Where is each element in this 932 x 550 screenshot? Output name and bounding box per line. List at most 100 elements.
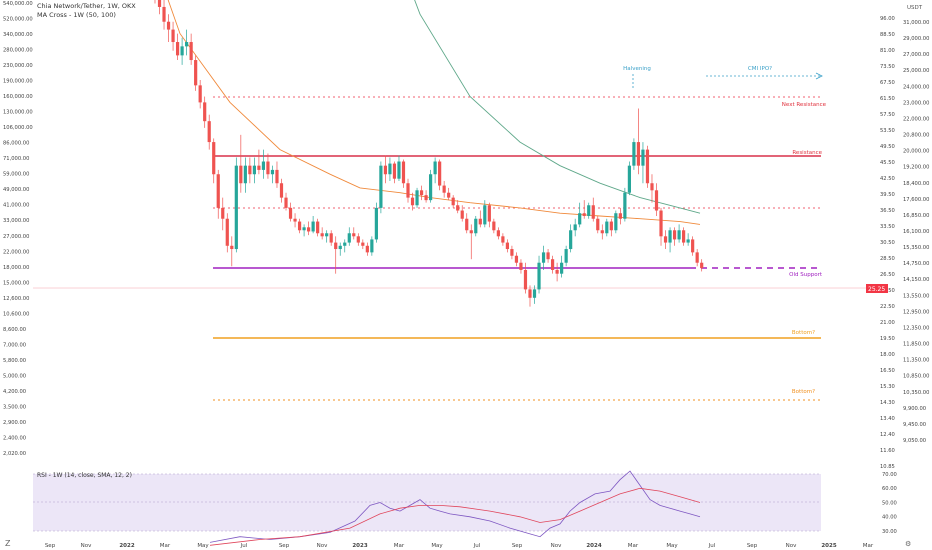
right-tick-label: 49.50 <box>880 144 895 150</box>
candle-body <box>578 213 582 225</box>
candle-body <box>175 42 180 56</box>
candle-body <box>180 46 184 56</box>
left-tick-label: 2,900.00 <box>3 420 26 426</box>
candle-body <box>546 252 550 260</box>
candle-body <box>591 205 595 219</box>
candle-body <box>519 262 523 270</box>
candle-body <box>587 205 591 216</box>
currency-label: USDT <box>907 5 923 11</box>
right-tick-label: 33.50 <box>880 224 895 230</box>
far-right-tick-label: 16,100.00 <box>903 229 929 235</box>
candle-body <box>279 183 284 198</box>
scale-settings-icon[interactable]: ⚙ <box>905 540 911 548</box>
candle-body <box>334 242 338 250</box>
x-tick-label: Sep <box>45 543 56 549</box>
candle-body <box>505 242 510 250</box>
annotation-label: Resistance <box>792 150 822 156</box>
candle-body <box>329 233 333 243</box>
x-tick-label: May <box>431 543 443 549</box>
candle-body <box>288 207 293 219</box>
candle-body <box>257 165 261 170</box>
candle-body <box>166 21 171 30</box>
left-tick-label: 41,000.00 <box>3 203 29 209</box>
right-tick-label: 22.50 <box>880 304 895 310</box>
candle-body <box>383 165 388 175</box>
candle-body <box>523 269 528 290</box>
candle-body <box>555 269 559 274</box>
annotation-label: Bottom? <box>792 330 815 336</box>
x-tick-label: 2025 <box>821 543 836 549</box>
left-tick-label: 86,000.00 <box>3 141 29 147</box>
candle-body <box>442 185 446 193</box>
annotation-label: Halvening <box>623 66 651 72</box>
candle-body <box>632 142 636 166</box>
x-tick-label: 2022 <box>119 543 134 549</box>
candle-body <box>216 174 220 208</box>
left-tick-label: 8,600.00 <box>3 327 26 333</box>
candle-body <box>189 42 193 61</box>
candle-body <box>230 245 234 250</box>
left-tick-label: 280,000.00 <box>3 48 33 54</box>
left-tick-label: 106,000.00 <box>3 125 33 131</box>
left-tick-label: 59,000.00 <box>3 172 29 178</box>
candle-body <box>293 218 297 222</box>
candle-body <box>365 245 369 253</box>
left-tick-label: 12,600.00 <box>3 296 29 302</box>
candle-body <box>447 192 451 198</box>
candle-body <box>460 210 464 219</box>
x-axis: Sep Nov 2022 Mar May Jul Sep Nov 2023 Mar May Jul Se… <box>45 543 874 549</box>
far-right-tick-label: 9,050.00 <box>903 438 926 444</box>
x-tick-label: Nov <box>81 543 92 549</box>
candle-body <box>541 252 546 263</box>
rsi-line <box>209 470 701 543</box>
x-tick-label: May <box>666 543 678 549</box>
candle-body <box>392 163 397 179</box>
right-tick-label: 13.40 <box>880 416 895 422</box>
candle-body <box>605 221 609 234</box>
cmi-ipo-arrowhead <box>815 72 823 80</box>
candle-body <box>645 149 650 184</box>
far-right-tick-label: 22,000.00 <box>903 116 929 122</box>
far-right-tick-label: 20,800.00 <box>903 133 929 139</box>
candle-body <box>700 262 704 269</box>
left-tick-label: 10,600.00 <box>3 311 29 317</box>
candle-body <box>636 142 641 166</box>
far-right-tick-label: 10,850.00 <box>903 374 929 380</box>
candle-body <box>171 29 175 43</box>
x-tick-label: Jul <box>473 543 481 549</box>
left-tick-label: 230,000.00 <box>3 63 33 69</box>
left-tick-label: 33,000.00 <box>3 218 29 224</box>
candle-body <box>528 289 532 298</box>
candle-body <box>433 161 437 175</box>
left-tick-label: 71,000.00 <box>3 156 29 162</box>
rsi-tick-label: 70.00 <box>882 472 897 478</box>
candle-body <box>316 221 320 234</box>
right-price-axis: 96.00 88.50 81.00 73.50 67.50 61.50 57.50 53.50… <box>880 16 895 470</box>
candle-body <box>537 262 541 290</box>
right-tick-label: 10.85 <box>880 464 895 470</box>
x-tick-label: 2024 <box>586 543 601 549</box>
x-tick-label: Jul <box>708 543 716 549</box>
candle-body <box>618 213 622 219</box>
left-tick-label: 5,800.00 <box>3 358 26 364</box>
left-tick-label: 2,400.00 <box>3 435 26 441</box>
rsi-tick-label: 60.00 <box>882 486 897 492</box>
left-tick-label: 15,000.00 <box>3 280 29 286</box>
candle-body <box>672 230 677 240</box>
candle-body <box>496 230 500 237</box>
rsi-panel: 70.00 60.00 50.00 40.00 30.00 <box>33 472 897 535</box>
left-tick-label: 190,000.00 <box>3 79 33 85</box>
candle-body <box>302 227 306 231</box>
x-tick-label: Sep <box>747 543 758 549</box>
candle-body <box>428 174 433 201</box>
candle-body <box>596 218 600 231</box>
candle-body <box>162 6 166 22</box>
right-tick-label: 36.50 <box>880 208 895 214</box>
candle-body <box>266 161 270 175</box>
timezone-icon[interactable]: Z <box>5 539 11 548</box>
candle-body <box>415 190 419 206</box>
candle-body <box>325 233 329 237</box>
candle-body <box>374 207 378 240</box>
x-tick-label: 2023 <box>352 543 367 549</box>
